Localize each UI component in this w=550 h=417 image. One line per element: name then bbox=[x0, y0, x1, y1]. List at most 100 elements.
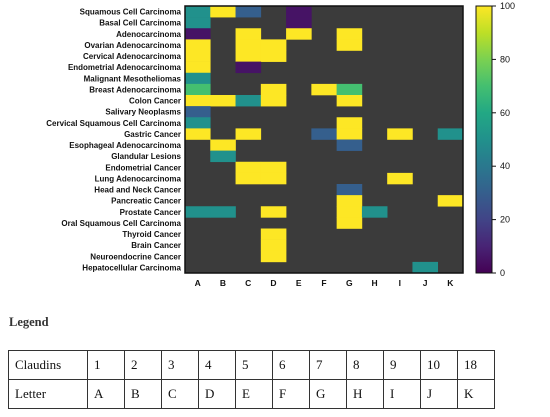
heatmap-cell bbox=[260, 39, 287, 51]
heatmap-cell bbox=[185, 117, 211, 129]
heatmap-cell bbox=[235, 128, 262, 140]
column-label: G bbox=[346, 278, 353, 288]
column-label: B bbox=[220, 278, 226, 288]
column-label: D bbox=[270, 278, 276, 288]
heatmap-cell bbox=[260, 95, 287, 107]
heatmap-cell bbox=[336, 83, 363, 96]
legend-claudin: 7 bbox=[309, 350, 347, 380]
row-label: Salivary Neoplasms bbox=[105, 108, 181, 117]
row-label: Colon Cancer bbox=[129, 97, 181, 106]
legend-letter: J bbox=[420, 379, 458, 409]
column-label: E bbox=[296, 278, 302, 288]
column-label: K bbox=[447, 278, 454, 288]
row-label: Thyroid Cancer bbox=[122, 230, 181, 239]
legend-letter: A bbox=[87, 379, 125, 409]
legend-claudin: 9 bbox=[383, 350, 421, 380]
row-label: Gastric Cancer bbox=[124, 130, 181, 139]
legend-claudin: 10 bbox=[420, 350, 458, 380]
row-label: Endometrial Cancer bbox=[105, 163, 181, 172]
colorbar-tick-label: 60 bbox=[500, 108, 510, 118]
legend-letter: K bbox=[457, 379, 495, 409]
heatmap-cell bbox=[210, 150, 236, 163]
legend-letter: I bbox=[383, 379, 421, 409]
row-label: Hepatocellular Carcinoma bbox=[82, 263, 181, 272]
heatmap-cell bbox=[185, 28, 211, 40]
row-label: Neuroendocrine Cancer bbox=[90, 252, 181, 261]
legend-letter: C bbox=[161, 379, 199, 409]
row-label: Oral Squamous Cell Carcinoma bbox=[61, 219, 181, 228]
legend-claudin: 1 bbox=[87, 350, 125, 380]
legend-claudin: 5 bbox=[235, 350, 273, 380]
legend-header-letter: Letter bbox=[8, 379, 88, 409]
heatmap-cell bbox=[437, 195, 464, 207]
row-label: Squamous Cell Carcinoma bbox=[80, 8, 182, 17]
heatmap-cell bbox=[361, 206, 388, 218]
plot-border bbox=[184, 5, 464, 274]
heatmap-cell bbox=[336, 128, 363, 140]
legend-letter: E bbox=[235, 379, 273, 409]
heatmap-cell bbox=[260, 50, 287, 62]
legend-letter: H bbox=[346, 379, 384, 409]
row-label: Malignant Mesotheliomas bbox=[84, 74, 182, 83]
heatmap-cell bbox=[185, 50, 211, 62]
column-label: F bbox=[321, 278, 326, 288]
column-label: A bbox=[195, 278, 201, 288]
heatmap-cell bbox=[260, 250, 287, 263]
heatmap-cell bbox=[336, 95, 363, 107]
legend-letter: B bbox=[124, 379, 162, 409]
colorbar-tick-label: 0 bbox=[500, 268, 505, 278]
heatmap-cell bbox=[235, 6, 262, 18]
legend-title: Legend bbox=[9, 315, 49, 329]
heatmap-cell bbox=[185, 39, 211, 51]
column-label: I bbox=[399, 278, 401, 288]
row-label: Pancreatic Cancer bbox=[111, 197, 181, 206]
legend-row-claudins: Claudins 1 2 3 4 5 6 7 8 9 10 18 bbox=[8, 350, 495, 380]
legend-claudin: 18 bbox=[457, 350, 495, 380]
legend-claudin: 8 bbox=[346, 350, 384, 380]
row-label: Cervical Adenocarcinoma bbox=[83, 52, 182, 61]
legend-claudin: 3 bbox=[161, 350, 199, 380]
colorbar: 0 20 40 60 80 100 bbox=[475, 1, 515, 278]
colorbar-tick-label: 80 bbox=[500, 54, 510, 64]
legend-claudin: 4 bbox=[198, 350, 236, 380]
legend-header-claudins: Claudins bbox=[8, 350, 88, 380]
colorbar-tick-label: 100 bbox=[500, 1, 515, 11]
heatmap-cell bbox=[336, 184, 363, 196]
row-label: Glandular Lesions bbox=[111, 152, 181, 161]
column-labels: A B C D E F G H I J K bbox=[195, 278, 455, 288]
colorbar-tick-label: 40 bbox=[500, 161, 510, 171]
colorbar-tick-label: 20 bbox=[500, 215, 510, 225]
legend-letter: G bbox=[309, 379, 347, 409]
heatmap-cell bbox=[185, 72, 211, 85]
legend-table: Claudins 1 2 3 4 5 6 7 8 9 10 18 Letter … bbox=[8, 350, 495, 409]
heatmap-cell bbox=[286, 28, 312, 40]
column-label: C bbox=[245, 278, 251, 288]
row-label: Esophageal Adenocarcinoma bbox=[69, 141, 181, 150]
heatmap-cell bbox=[185, 106, 211, 118]
heatmap-cell bbox=[185, 206, 211, 218]
heatmap-cell bbox=[185, 128, 211, 140]
heatmap-cell bbox=[185, 95, 211, 107]
heatmap-cell bbox=[336, 217, 363, 229]
legend-row-letter: Letter A B C D E F G H I J K bbox=[8, 379, 495, 409]
row-label: Adenocarcinoma bbox=[116, 30, 181, 39]
heatmap-cell bbox=[336, 206, 363, 218]
heatmap-cell bbox=[210, 206, 236, 218]
row-label: Brain Cancer bbox=[131, 241, 181, 250]
row-labels: Squamous Cell Carcinoma Basal Cell Carcin… bbox=[46, 8, 181, 273]
column-label: H bbox=[371, 278, 377, 288]
heatmap-cell bbox=[286, 17, 312, 29]
heatmap-cell bbox=[286, 6, 312, 18]
heatmap-cell bbox=[210, 139, 236, 151]
heatmap-cell bbox=[260, 172, 287, 185]
row-label: Basal Cell Carcinoma bbox=[99, 19, 181, 28]
heatmap-cell bbox=[235, 161, 262, 174]
heatmap-cell bbox=[235, 28, 262, 40]
legend-letter: D bbox=[198, 379, 236, 409]
heatmap-cell bbox=[336, 117, 363, 129]
plot-area bbox=[184, 5, 464, 274]
heatmap-cell bbox=[336, 28, 363, 40]
heatmap-cell bbox=[185, 61, 211, 74]
heatmap-cell bbox=[260, 228, 287, 240]
heatmap-cell bbox=[412, 261, 439, 274]
